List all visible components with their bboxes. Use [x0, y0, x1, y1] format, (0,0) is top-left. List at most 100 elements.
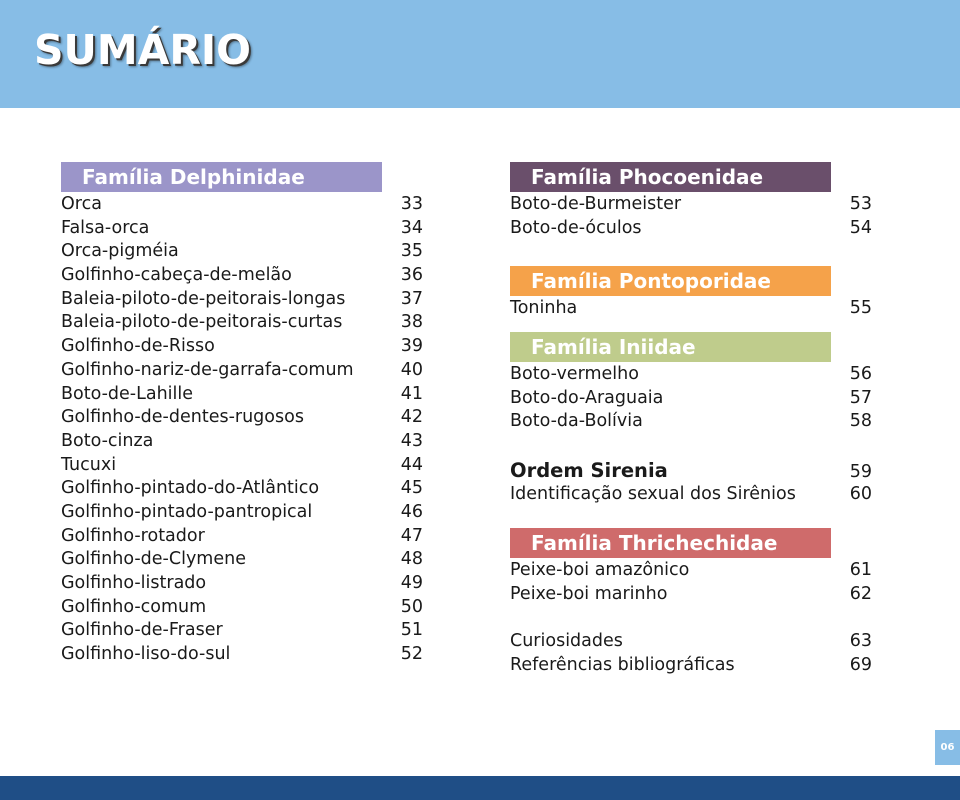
- toc-entry-page: 37: [400, 288, 423, 309]
- toc-entry-name: Toninha: [510, 298, 578, 319]
- toc-entry-name: Golfinho-nariz-de-garrafa-comum: [61, 359, 354, 380]
- family-header-iniidae: Família Iniidae: [510, 332, 831, 363]
- toc-row[interactable]: Referências bibliográficas 69: [510, 654, 872, 678]
- toc-row[interactable]: Golfinho-pintado-do-Atlântico 45: [61, 477, 423, 501]
- toc-entry-name: Golfinho-pintado-pantropical: [61, 501, 313, 522]
- toc-list-delphinidae: Orca 33 Falsa-orca 34 Orca-pigméia 35 Golfinho…: [61, 193, 423, 667]
- toc-entry-page: 42: [400, 407, 423, 428]
- toc-list-sirenia: Identificação sexual dos Sirênios 60: [510, 483, 872, 507]
- toc-row[interactable]: Orca 33: [61, 193, 423, 217]
- header-bar: SUMÁRIO: [0, 0, 960, 108]
- toc-row[interactable]: Curiosidades 63: [510, 630, 872, 654]
- toc-row[interactable]: Golfinho-pintado-pantropical 46: [61, 501, 423, 525]
- toc-row[interactable]: Baleia-piloto-de-peitorais-longas 37: [61, 288, 423, 312]
- toc-entry-name: Boto-da-Bolívia: [510, 411, 643, 432]
- family-header-phocoenidae: Família Phocoenidae: [510, 162, 831, 192]
- toc-row[interactable]: Boto-cinza 43: [61, 430, 423, 454]
- toc-entry-name: Golfinho-de-dentes-rugosos: [61, 407, 304, 428]
- toc-entry-name: Peixe-boi marinho: [510, 583, 668, 604]
- toc-left-column: Família Delphinidae Orca 33 Falsa-orca 34 Or…: [61, 162, 423, 667]
- toc-row[interactable]: Golfinho-comum 50: [61, 596, 423, 620]
- toc-row[interactable]: Golfinho-de-Risso 39: [61, 335, 423, 359]
- toc-entry-name: Golfinho-de-Risso: [61, 336, 215, 357]
- toc-entry-page: 36: [400, 265, 423, 286]
- toc-entry-page: 45: [400, 478, 423, 499]
- toc-entry-page: 57: [849, 387, 872, 408]
- toc-row[interactable]: Golfinho-cabeça-de-melão 36: [61, 264, 423, 288]
- toc-entry-page: 51: [400, 620, 423, 641]
- toc-row[interactable]: Golfinho-nariz-de-garrafa-comum 40: [61, 359, 423, 383]
- toc-row[interactable]: Tucuxi 44: [61, 454, 423, 478]
- toc-entry-page: 50: [400, 596, 423, 617]
- toc-entry-page: 39: [400, 336, 423, 357]
- toc-entry-name: Golfinho-rotador: [61, 525, 205, 546]
- toc-row[interactable]: Peixe-boi amazônico 61: [510, 559, 872, 583]
- toc-entry-page: 60: [849, 484, 872, 505]
- toc-row[interactable]: Boto-de-óculos 54: [510, 217, 872, 241]
- toc-entry-name: Golfinho-listrado: [61, 573, 207, 593]
- toc-row-ordem-sirenia[interactable]: Ordem Sirenia 59: [510, 458, 872, 483]
- toc-entry-page: 52: [400, 644, 423, 665]
- toc-entry-page: 55: [849, 298, 872, 319]
- toc-entry-name: Referências bibliográficas: [510, 654, 735, 675]
- toc-entry-name: Boto-cinza: [61, 430, 154, 451]
- toc-entry-name: Peixe-boi amazônico: [510, 559, 690, 580]
- toc-row[interactable]: Boto-da-Bolívia 58: [510, 410, 872, 434]
- toc-entry-page: 35: [400, 241, 423, 262]
- toc-row[interactable]: Golfinho-listrado 49: [61, 572, 423, 596]
- toc-entry-name: Boto-de-óculos: [510, 217, 642, 238]
- toc-entry-name: Boto-de-Burmeister: [510, 194, 682, 214]
- toc-entry-name: Baleia-piloto-de-peitorais-curtas: [61, 312, 343, 333]
- footer-bar: [0, 776, 960, 800]
- toc-row[interactable]: Boto-vermelho 56: [510, 363, 872, 387]
- toc-row[interactable]: Falsa-orca 34: [61, 217, 423, 241]
- toc-entry-name: Golfinho-de-Clymene: [61, 549, 246, 570]
- family-header-pontoporidae: Família Pontoporidae: [510, 266, 831, 297]
- toc-entry-page: 34: [400, 217, 423, 238]
- toc-entry-page: 58: [849, 411, 872, 432]
- toc-row[interactable]: Toninha 55: [510, 297, 872, 321]
- toc-row[interactable]: Golfinho-rotador 47: [61, 525, 423, 549]
- toc-entry-name: Golfinho-comum: [61, 596, 207, 617]
- toc-entry-name: Orca-pigméia: [61, 241, 179, 262]
- page-title: SUMÁRIO: [34, 26, 252, 74]
- toc-row[interactable]: Boto-do-Araguaia 57: [510, 387, 872, 411]
- toc-entry-page: 40: [400, 359, 423, 380]
- toc-entry-name: Golfinho-de-Fraser: [61, 620, 223, 641]
- toc-row[interactable]: Boto-de-Burmeister 53: [510, 193, 872, 217]
- toc-entry-page: 44: [400, 454, 423, 475]
- order-title: Ordem Sirenia: [510, 459, 668, 483]
- toc-row[interactable]: Orca-pigméia 35: [61, 240, 423, 264]
- toc-row[interactable]: Peixe-boi marinho 62: [510, 583, 872, 607]
- order-page-number: 59: [849, 462, 872, 483]
- toc-entry-page: 54: [849, 217, 872, 238]
- toc-row[interactable]: Golfinho-liso-do-sul 52: [61, 643, 423, 667]
- toc-entry-name: Orca: [61, 194, 102, 214]
- toc-row[interactable]: Golfinho-de-Fraser 51: [61, 619, 423, 643]
- toc-entry-name: Curiosidades: [510, 631, 623, 652]
- toc-entry-page: 63: [849, 631, 872, 652]
- toc-entry-page: 38: [400, 312, 423, 333]
- toc-entry-page: 43: [400, 430, 423, 451]
- toc-entry-page: 47: [400, 525, 423, 546]
- page-number-badge: 06: [935, 730, 960, 765]
- family-header-delphinidae: Família Delphinidae: [61, 162, 382, 192]
- toc-entry-name: Boto-de-Lahille: [61, 383, 194, 404]
- toc-row[interactable]: Baleia-piloto-de-peitorais-curtas 38: [61, 311, 423, 335]
- toc-row[interactable]: Golfinho-de-Clymene 48: [61, 548, 423, 572]
- toc-entry-name: Boto-vermelho: [510, 364, 639, 385]
- toc-entry-page: 53: [849, 194, 872, 214]
- toc-row[interactable]: Identificação sexual dos Sirênios 60: [510, 483, 872, 507]
- toc-entry-page: 41: [400, 383, 423, 404]
- toc-entry-name: Golfinho-liso-do-sul: [61, 644, 231, 665]
- toc-list-iniidae: Boto-vermelho 56 Boto-do-Araguaia 57 Boto-da…: [510, 363, 872, 434]
- toc-entry-name: Tucuxi: [61, 454, 117, 475]
- toc-entry-page: 62: [849, 583, 872, 604]
- toc-list-phocoenidae: Boto-de-Burmeister 53 Boto-de-óculos 54: [510, 193, 872, 240]
- toc-entry-page: 56: [849, 364, 872, 385]
- toc-entry-name: Baleia-piloto-de-peitorais-longas: [61, 288, 346, 309]
- toc-entry-name: Boto-do-Araguaia: [510, 387, 664, 408]
- toc-row[interactable]: Boto-de-Lahille 41: [61, 383, 423, 407]
- toc-entry-page: 61: [849, 559, 872, 580]
- toc-row[interactable]: Golfinho-de-dentes-rugosos 42: [61, 406, 423, 430]
